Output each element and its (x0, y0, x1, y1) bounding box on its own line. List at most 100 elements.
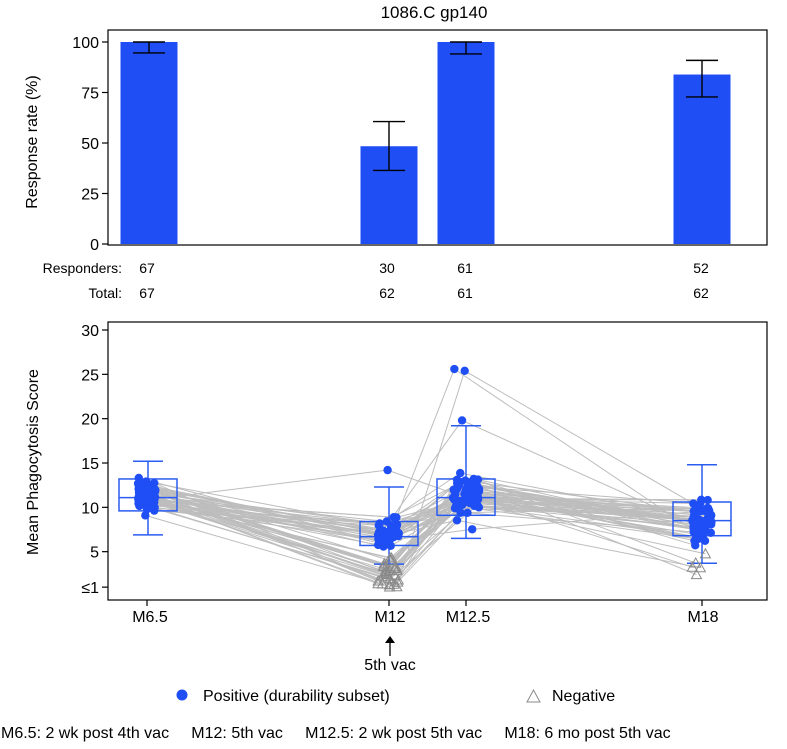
positive-point (689, 499, 698, 508)
positive-point (688, 517, 697, 526)
positive-point (703, 495, 712, 505)
subject-line (138, 488, 697, 585)
bottom-y-tick-label: 5 (90, 545, 99, 562)
positive-point (473, 501, 482, 510)
bottom-y-tick-label: 25 (81, 367, 99, 384)
negative-point (690, 568, 703, 580)
positive-point (448, 493, 458, 503)
legend: Positive (durability subset) Negative (176, 688, 615, 705)
bottom-y-tick-label: 20 (81, 412, 99, 429)
subject-line (138, 482, 693, 533)
negative-point (689, 557, 702, 568)
positive-point (462, 477, 472, 487)
top-y-tick-label: 25 (81, 187, 99, 204)
chart-title: 1086.C gp140 (381, 3, 488, 22)
total-m125: 61 (457, 285, 473, 301)
bar-M6.5 (120, 42, 178, 244)
positive-point (463, 508, 472, 518)
legend-positive-marker (176, 689, 188, 701)
positive-point (456, 508, 465, 517)
top-y-tick-label: 0 (90, 237, 99, 254)
y-axis-label-phagocytosis: Mean Phagocytosis Score (25, 369, 42, 555)
responders-m12: 30 (379, 260, 395, 276)
positive-point (465, 491, 475, 500)
positive-point (692, 534, 701, 544)
negative-point (384, 552, 396, 563)
subject-line (154, 488, 711, 565)
top-y-tick-label: 50 (81, 136, 99, 153)
subject-line (141, 504, 708, 580)
positive-point (390, 521, 400, 530)
total-m65: 67 (139, 285, 155, 301)
positive-point (374, 521, 383, 530)
data-points (133, 364, 716, 592)
negative-point (383, 580, 396, 592)
positive-point (134, 484, 143, 494)
positive-point (450, 364, 459, 374)
total-label: Total: (89, 285, 122, 301)
negative-point (699, 547, 712, 559)
responders-label: Responders: (43, 260, 122, 276)
response-rate-chart: 1086.C gp140 Response rate (%) 0 25 50 75 10… (24, 3, 768, 301)
positive-point (457, 416, 467, 425)
bottom-axes: ≤1 5 10 15 20 25 30 M6.5 M12 M12.5 M18 (81, 321, 768, 626)
x-tick-label-M6.5: M6.5 (132, 609, 168, 626)
positive-point (142, 504, 152, 514)
subject-line (145, 491, 706, 555)
positive-point (467, 525, 477, 534)
positive-point (456, 468, 465, 478)
positive-point (703, 508, 712, 517)
positive-point (691, 541, 700, 550)
positive-point (374, 534, 383, 544)
subject-line (149, 495, 697, 536)
subject-line (140, 498, 693, 559)
footnote: M6.5: 2 wk post 4th vac M12: 5th vac M12… (1, 725, 671, 742)
negative-point (376, 577, 389, 589)
legend-negative-marker (526, 688, 541, 703)
legend-negative-label: Negative (552, 688, 615, 705)
positive-point (384, 527, 393, 536)
bar-M18 (673, 74, 731, 244)
x-tick-label-M12.5: M12.5 (446, 609, 491, 626)
responders-m65: 67 (139, 260, 155, 276)
negative-point (380, 568, 393, 579)
negative-point (389, 562, 402, 573)
responders-m125: 61 (457, 260, 473, 276)
bottom-y-tick-label: 10 (81, 500, 99, 517)
subject-line (152, 478, 696, 576)
subject-line (141, 370, 705, 588)
positive-point (449, 485, 458, 494)
x-tick-label-M12: M12 (374, 609, 405, 626)
positive-point (142, 477, 151, 486)
positive-point (460, 366, 469, 375)
positive-point (134, 492, 143, 502)
negative-point (384, 554, 397, 566)
legend-positive-label: Positive (durability subset) (203, 688, 390, 705)
negative-point (379, 565, 392, 576)
negative-point (372, 574, 385, 586)
positive-point (469, 474, 478, 484)
y-axis-label-response-rate: Response rate (%) (24, 75, 41, 208)
vaccination-annotation: 5th vac (364, 636, 416, 674)
phagocytosis-chart: Mean Phagocytosis Score ≤1 5 10 15 20 25 30 M6.… (25, 321, 768, 674)
total-m12: 62 (379, 285, 395, 301)
subject-lines (137, 368, 712, 588)
bottom-y-tick-label: 30 (81, 323, 99, 340)
subject-line (140, 494, 693, 568)
annotation-text: 5th vac (364, 657, 416, 674)
subject-line (139, 492, 699, 588)
top-y-tick-label: 100 (72, 35, 99, 52)
top-y-tick-label: 75 (81, 86, 99, 103)
top-plot-frame (107, 29, 768, 246)
responders-table: Responders: Total: 67 30 61 52 67 62 61 … (43, 260, 709, 301)
x-tick-label-M18: M18 (687, 609, 718, 626)
responders-m18: 52 (693, 260, 709, 276)
positive-point (145, 490, 154, 499)
annotation-arrow-head (385, 636, 395, 643)
negative-point (378, 567, 390, 578)
positive-point (389, 512, 399, 522)
positive-point (453, 479, 462, 488)
subject-line (149, 489, 711, 573)
bottom-plot-frame (107, 321, 768, 601)
subject-line (138, 477, 708, 543)
